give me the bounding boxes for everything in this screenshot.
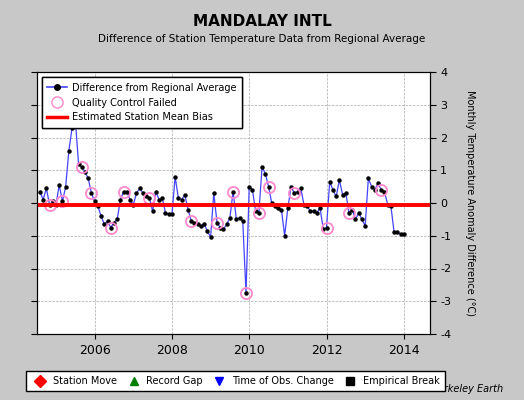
Y-axis label: Monthly Temperature Anomaly Difference (°C): Monthly Temperature Anomaly Difference (… bbox=[465, 90, 475, 316]
Legend: Station Move, Record Gap, Time of Obs. Change, Empirical Break: Station Move, Record Gap, Time of Obs. C… bbox=[26, 372, 445, 391]
Legend: Difference from Regional Average, Quality Control Failed, Estimated Station Mean: Difference from Regional Average, Qualit… bbox=[41, 77, 242, 128]
Text: Difference of Station Temperature Data from Regional Average: Difference of Station Temperature Data f… bbox=[99, 34, 425, 44]
Text: MANDALAY INTL: MANDALAY INTL bbox=[193, 14, 331, 29]
Text: Berkeley Earth: Berkeley Earth bbox=[431, 384, 503, 394]
